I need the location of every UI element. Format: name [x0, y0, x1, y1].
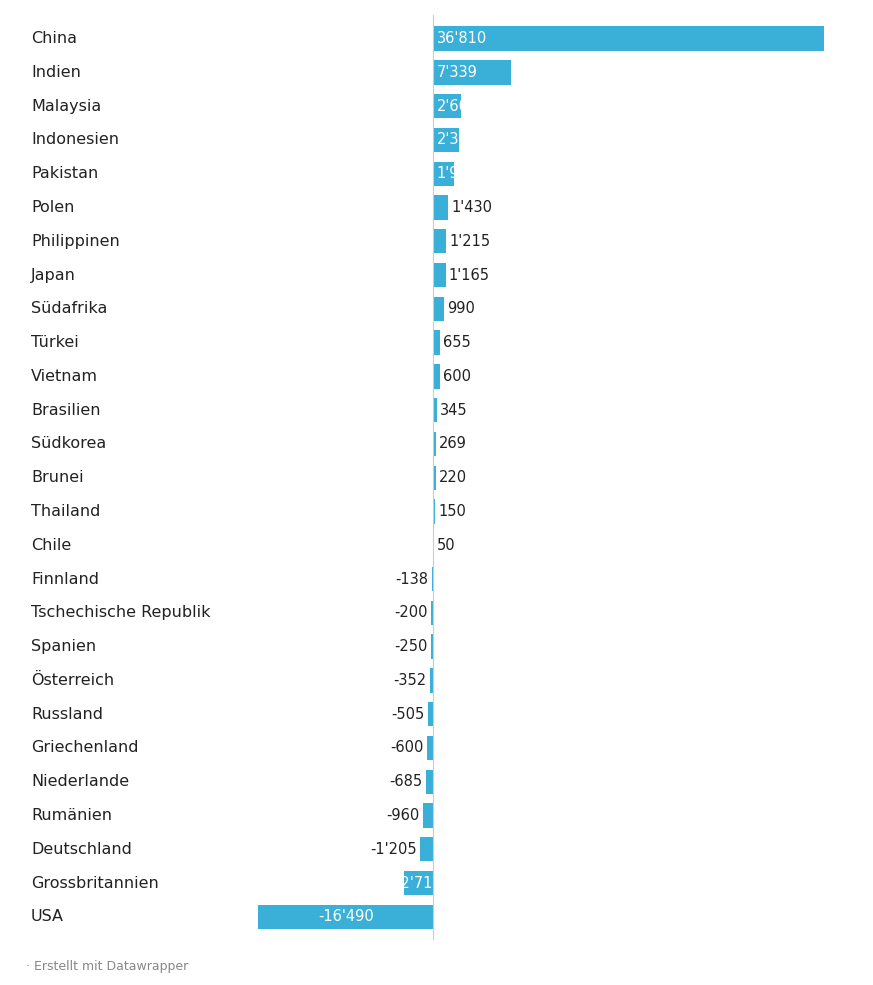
Bar — [433, 431, 436, 456]
Text: Thailand: Thailand — [31, 504, 100, 519]
Bar — [433, 330, 440, 355]
Text: Südafrika: Südafrika — [31, 301, 107, 316]
Bar — [430, 634, 433, 659]
Bar — [430, 668, 433, 692]
Text: Spanien: Spanien — [31, 639, 96, 654]
Text: Grossbritannien: Grossbritannien — [31, 876, 159, 890]
Text: 269: 269 — [439, 436, 467, 451]
Text: 2'391: 2'391 — [436, 132, 478, 148]
Text: Polen: Polen — [31, 200, 74, 215]
Bar — [428, 702, 433, 726]
Bar — [433, 499, 435, 524]
Bar — [433, 466, 436, 490]
Text: -200: -200 — [395, 606, 428, 621]
Text: Türkei: Türkei — [31, 335, 79, 350]
Bar — [432, 567, 433, 591]
Bar — [433, 230, 446, 253]
Text: Malaysia: Malaysia — [31, 98, 101, 113]
Bar — [433, 263, 445, 288]
Bar — [433, 60, 512, 85]
Bar — [427, 736, 433, 760]
Text: 345: 345 — [440, 403, 468, 418]
Text: 1'430: 1'430 — [451, 200, 492, 215]
Text: Japan: Japan — [31, 268, 76, 283]
Text: -505: -505 — [391, 706, 425, 722]
Text: -600: -600 — [390, 741, 423, 755]
Text: Niederlande: Niederlande — [31, 774, 129, 789]
Bar — [423, 804, 433, 827]
Text: Rumänien: Rumänien — [31, 808, 112, 823]
Text: -138: -138 — [395, 571, 429, 586]
Text: Vietnam: Vietnam — [31, 369, 98, 384]
Bar — [404, 871, 433, 895]
Text: 1'980: 1'980 — [436, 166, 478, 181]
Text: Chile: Chile — [31, 538, 72, 553]
Text: China: China — [31, 32, 77, 46]
Text: Griechenland: Griechenland — [31, 741, 139, 755]
Bar — [426, 769, 433, 794]
Text: 600: 600 — [443, 369, 471, 384]
Text: -352: -352 — [393, 673, 426, 688]
Bar — [421, 837, 433, 862]
Bar — [433, 94, 461, 118]
Text: Brunei: Brunei — [31, 470, 84, 486]
Text: 1'215: 1'215 — [450, 233, 491, 249]
Text: 7'339: 7'339 — [436, 65, 478, 80]
Text: 990: 990 — [447, 301, 475, 316]
Text: Deutschland: Deutschland — [31, 842, 132, 857]
Text: 1'165: 1'165 — [449, 268, 490, 283]
Text: -250: -250 — [394, 639, 428, 654]
Text: Russland: Russland — [31, 706, 103, 722]
Bar — [258, 904, 433, 929]
Text: -960: -960 — [387, 808, 420, 823]
Text: 655: 655 — [443, 335, 471, 350]
Text: 220: 220 — [439, 470, 467, 486]
Bar — [433, 162, 454, 186]
Text: -1'205: -1'205 — [371, 842, 417, 857]
Bar — [433, 364, 440, 388]
Bar — [433, 398, 436, 423]
Text: Indonesien: Indonesien — [31, 132, 119, 148]
Text: · Erstellt mit Datawrapper: · Erstellt mit Datawrapper — [26, 960, 189, 973]
Bar — [433, 128, 458, 152]
Text: Finnland: Finnland — [31, 571, 99, 586]
Text: 50: 50 — [437, 538, 456, 553]
Text: -16'490: -16'490 — [318, 909, 374, 924]
Text: USA: USA — [31, 909, 64, 924]
Text: Südkorea: Südkorea — [31, 436, 107, 451]
Text: -685: -685 — [389, 774, 423, 789]
Bar — [433, 195, 449, 220]
Text: Pakistan: Pakistan — [31, 166, 99, 181]
Text: 2'600: 2'600 — [436, 98, 478, 113]
Text: Philippinen: Philippinen — [31, 233, 120, 249]
Text: Indien: Indien — [31, 65, 81, 80]
Text: 150: 150 — [438, 504, 466, 519]
Bar — [431, 601, 433, 625]
Text: Österreich: Österreich — [31, 673, 114, 688]
Text: Brasilien: Brasilien — [31, 403, 100, 418]
Text: 36'810: 36'810 — [436, 32, 487, 46]
Bar — [433, 296, 443, 321]
Bar — [433, 27, 824, 51]
Text: -2'717: -2'717 — [395, 876, 443, 890]
Text: Tschechische Republik: Tschechische Republik — [31, 606, 210, 621]
